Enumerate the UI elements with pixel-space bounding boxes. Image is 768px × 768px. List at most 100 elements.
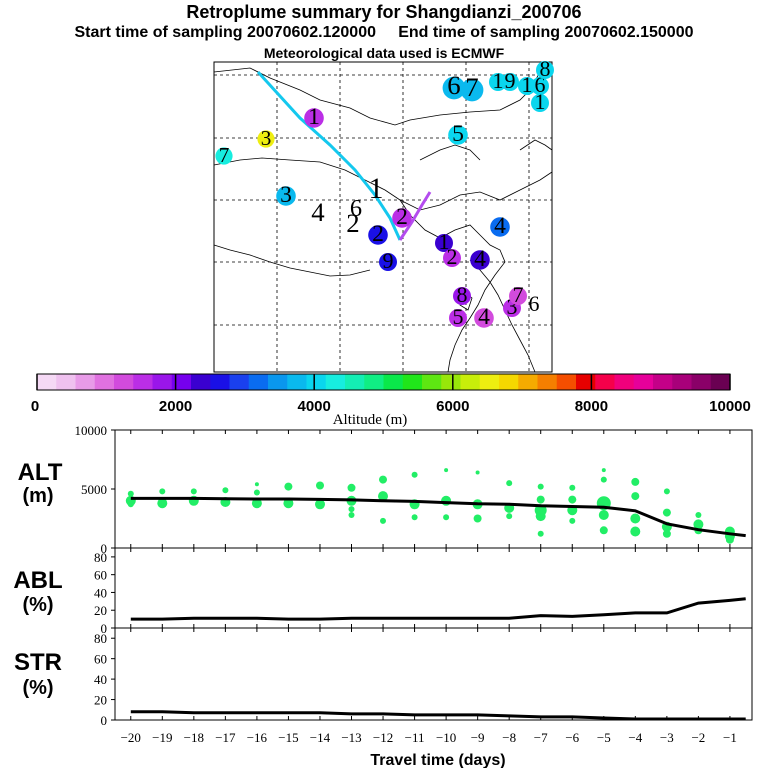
map-marker-dot — [379, 253, 397, 271]
alt-particle-point — [662, 529, 671, 538]
map-marker-label: 3 — [507, 294, 518, 319]
alt-particle-point — [127, 501, 134, 508]
alt-particle-point — [441, 495, 452, 506]
map-marker-dot — [448, 125, 468, 145]
series-line — [130, 597, 746, 621]
alt-particle-point — [536, 495, 545, 504]
alt-particle-point — [569, 484, 576, 491]
colorbar-swatch — [556, 374, 577, 390]
y-tick-label: 20 — [94, 603, 107, 618]
alt-particle-point — [348, 512, 355, 518]
map-marker-label: 6 — [350, 195, 362, 222]
y-tick-label: 80 — [94, 550, 107, 565]
map-marker-dot — [449, 309, 467, 327]
map-marker-label: 3 — [280, 182, 292, 208]
map-marker-label: 6 — [529, 291, 540, 316]
map-marker-label: 2 — [372, 221, 384, 247]
x-axis-title: Travel time (days) — [370, 752, 505, 768]
colorbar-swatch — [56, 374, 76, 390]
map-marker-label: 2 — [447, 244, 458, 269]
colorbar-axis-title: Altitude (m) — [333, 412, 408, 428]
colorbar-swatch — [152, 374, 173, 390]
map-marker-dot — [435, 234, 453, 252]
y-tick-label: 0 — [101, 541, 108, 556]
colorbar-swatch — [37, 374, 57, 390]
y-tick-label: 40 — [94, 672, 107, 687]
alt-label: ALT — [18, 459, 63, 486]
alt-particle-point — [630, 526, 641, 537]
alt-particle-point — [535, 511, 546, 522]
alt-particle-point — [379, 475, 387, 484]
map-marker-dot — [257, 130, 275, 148]
alt-particle-point — [601, 468, 606, 473]
colorbar-tick-label: 2000 — [159, 398, 192, 415]
alt-panel: 0 5000 10000 — [75, 423, 753, 556]
x-tick-label: −12 — [373, 730, 393, 745]
x-tick-label: −15 — [278, 730, 298, 745]
x-tick-label: −9 — [471, 730, 485, 745]
colorbar-swatch — [672, 374, 692, 390]
map-marker-label: 1 — [439, 229, 450, 254]
sampling-times: Start time of sampling 20070602.120000 E… — [0, 24, 768, 42]
alt-particle-point — [537, 483, 544, 490]
alt-particle-point — [316, 481, 324, 490]
y-tick-label: 60 — [94, 568, 107, 583]
colorbar-tick-label: 0 — [31, 398, 39, 415]
map-marker-dot — [453, 287, 471, 305]
alt-particle-point — [254, 482, 259, 487]
colorbar-swatch — [595, 374, 615, 390]
colorbar-swatch — [653, 374, 673, 390]
panel-frame — [114, 627, 753, 721]
str-label: STR — [14, 649, 62, 676]
colorbar-swatch — [364, 374, 384, 390]
x-tick-label: −10 — [436, 730, 456, 745]
alt-particle-point — [348, 506, 355, 513]
alt-particle-point — [443, 514, 450, 521]
map-marker-dot — [536, 61, 554, 79]
x-tick-label: −18 — [184, 730, 204, 745]
alt-particle-point — [599, 526, 608, 535]
coastline-path — [399, 199, 506, 373]
colorbar-swatch — [710, 374, 731, 390]
alt-particle-point — [598, 510, 609, 520]
x-tick-label: −16 — [247, 730, 268, 745]
colorbar-swatch — [306, 374, 327, 390]
alt-particle-point — [631, 477, 640, 486]
trajectory — [256, 70, 432, 241]
alt-particle-point — [506, 480, 513, 487]
alt-unit: (m) — [22, 485, 53, 507]
x-tick-label: −17 — [215, 730, 236, 745]
alt-particle-point — [506, 513, 513, 520]
alt-particle-point — [475, 470, 480, 475]
map-marker-dot — [470, 250, 490, 270]
trajectory-line-upper — [256, 70, 402, 241]
panel-frame — [114, 429, 753, 549]
x-tick-label: −4 — [628, 730, 642, 745]
abl-unit: (%) — [22, 594, 53, 616]
colorbar-swatch — [325, 374, 346, 390]
alt-particle-point — [411, 471, 418, 478]
x-tick-label: −19 — [152, 730, 172, 745]
figure-title: Retroplume summary for Shangdianzi_20070… — [186, 2, 582, 22]
alt-particle-point — [473, 514, 482, 523]
colorbar-swatch — [287, 374, 307, 390]
colorbar-tick-label: 6000 — [436, 398, 469, 415]
map-marker-dot — [276, 186, 296, 206]
colorbar-swatch — [691, 374, 712, 390]
coastline-path — [213, 67, 553, 126]
y-tick-label: 20 — [94, 693, 107, 708]
abl-label: ABL — [13, 567, 62, 594]
alt-particle-point — [251, 498, 262, 509]
colorbar-swatch — [614, 374, 635, 390]
map-marker-label: 9 — [505, 68, 516, 93]
colorbar-swatch — [383, 374, 404, 390]
alt-particle-point — [663, 488, 670, 495]
map-marker-label: 5 — [452, 121, 464, 147]
alt-particle-point — [600, 476, 607, 483]
x-tick-label: −13 — [341, 730, 361, 745]
alt-particle-point — [127, 490, 134, 497]
y-tick-label: 0 — [101, 713, 108, 728]
x-tick-label: −5 — [597, 730, 611, 745]
alt-particle-point — [380, 517, 386, 524]
